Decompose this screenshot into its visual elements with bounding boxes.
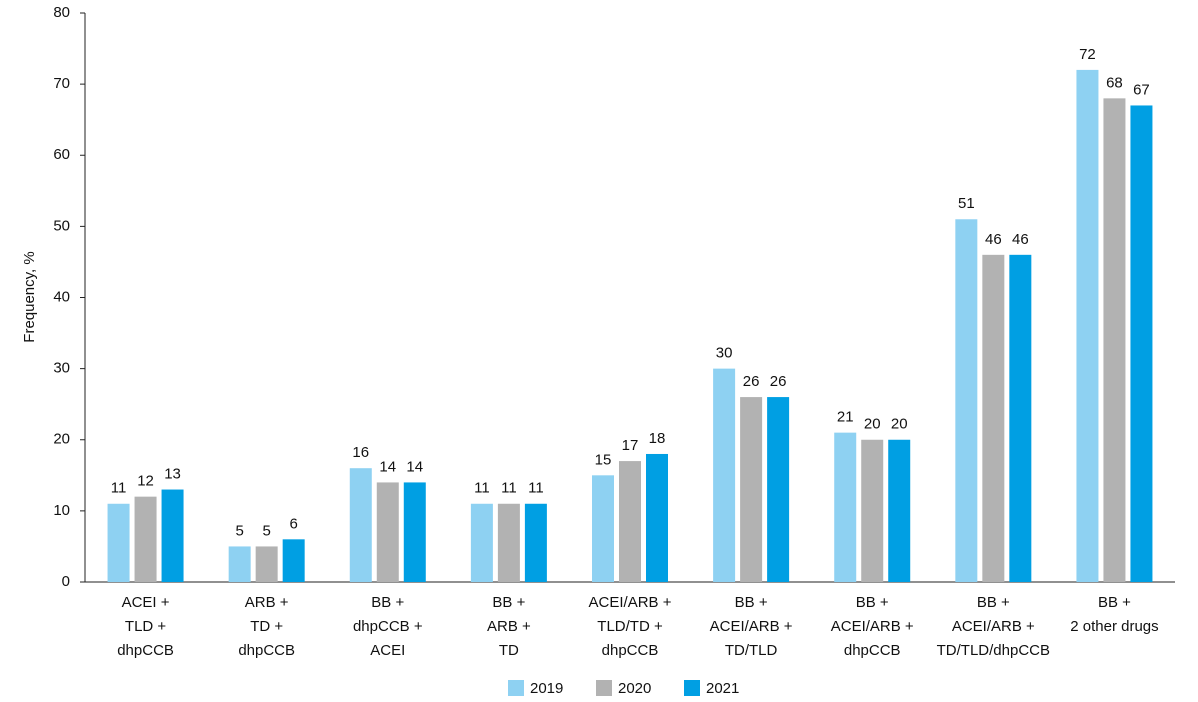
x-tick-label: TD + — [250, 618, 283, 635]
x-tick-label: BB + — [492, 594, 525, 611]
bar — [161, 489, 184, 582]
x-tick-label: ACEI/ARB + — [831, 618, 914, 635]
value-label: 15 — [595, 451, 612, 468]
value-label: 14 — [406, 458, 423, 475]
x-tick-label: dhpCCB + — [353, 618, 423, 635]
bar — [834, 432, 857, 582]
bar — [982, 254, 1005, 582]
x-tick-label: TD/TLD — [725, 642, 778, 659]
bar — [524, 503, 547, 582]
bar — [646, 453, 668, 582]
legend-label: 2019 — [530, 680, 563, 697]
x-tick-label: TLD + — [125, 618, 167, 635]
bar — [255, 546, 278, 582]
y-tick-label: 20 — [53, 431, 70, 448]
value-label: 12 — [137, 473, 154, 490]
value-label: 46 — [1012, 231, 1029, 248]
value-label: 11 — [111, 480, 127, 497]
legend-label: 2021 — [706, 680, 739, 697]
x-tick-label: TD/TLD/dhpCCB — [937, 642, 1050, 659]
value-label: 6 — [289, 515, 297, 532]
x-tick-label: BB + — [1098, 594, 1131, 611]
bar — [740, 397, 763, 582]
value-label: 11 — [474, 480, 490, 497]
x-tick-label: BB + — [735, 594, 768, 611]
y-tick-label: 0 — [62, 573, 70, 590]
bar — [861, 439, 884, 582]
bar — [1076, 69, 1099, 582]
value-label: 26 — [770, 373, 787, 390]
value-label: 67 — [1133, 81, 1150, 98]
value-label: 68 — [1106, 74, 1123, 91]
value-label: 5 — [262, 522, 270, 539]
x-tick-label: ACEI — [370, 642, 405, 659]
value-label: 17 — [622, 437, 639, 454]
x-tick-label: TLD/TD + — [597, 618, 663, 635]
x-tick-label: ARB + — [487, 618, 531, 635]
bar — [134, 496, 157, 582]
bar — [592, 475, 614, 582]
x-tick-label: ACEI/ARB + — [710, 618, 793, 635]
y-tick-label: 40 — [53, 288, 70, 305]
bar — [107, 503, 130, 582]
bar — [403, 482, 426, 582]
x-tick-label: BB + — [371, 594, 404, 611]
y-tick-label: 30 — [53, 360, 70, 377]
value-label: 20 — [891, 416, 908, 433]
bar — [282, 539, 305, 582]
bar — [349, 468, 372, 582]
value-label: 46 — [985, 231, 1002, 248]
bar — [376, 482, 399, 582]
x-tick-label: dhpCCB — [844, 642, 901, 659]
bar — [1130, 105, 1153, 583]
legend-swatch — [596, 680, 612, 696]
bar — [228, 546, 251, 582]
bar — [1009, 254, 1032, 582]
x-tick-label: ACEI/ARB + — [952, 618, 1035, 635]
legend-swatch — [684, 680, 700, 696]
bar — [767, 397, 790, 582]
bar — [1103, 98, 1126, 582]
value-label: 26 — [743, 373, 760, 390]
bar — [888, 439, 911, 582]
value-label: 18 — [649, 430, 666, 447]
value-label: 16 — [352, 444, 369, 461]
value-label: 72 — [1079, 46, 1096, 63]
y-tick-label: 50 — [53, 217, 70, 234]
y-tick-label: 10 — [53, 502, 70, 519]
value-label: 21 — [837, 409, 854, 426]
x-tick-label: ACEI/ARB + — [589, 594, 672, 611]
x-tick-label: BB + — [977, 594, 1010, 611]
legend-label: 2020 — [618, 680, 651, 697]
y-tick-label: 70 — [53, 75, 70, 92]
x-tick-label: dhpCCB — [238, 642, 295, 659]
y-tick-label: 80 — [53, 4, 70, 21]
y-axis-label: Frequency, % — [21, 251, 38, 342]
value-label: 13 — [164, 466, 181, 483]
x-tick-label: dhpCCB — [602, 642, 659, 659]
value-label: 20 — [864, 416, 881, 433]
y-tick-label: 60 — [53, 146, 70, 163]
legend-swatch — [508, 680, 524, 696]
bar — [619, 461, 641, 582]
bar — [470, 503, 493, 582]
bar — [497, 503, 520, 582]
value-label: 51 — [958, 195, 975, 212]
x-tick-label: ARB + — [245, 594, 289, 611]
x-tick-label: ACEI + — [122, 594, 170, 611]
bar — [955, 219, 978, 582]
x-tick-label: BB + — [856, 594, 889, 611]
value-label: 30 — [716, 345, 733, 362]
value-label: 11 — [528, 480, 544, 497]
x-tick-label: 2 other drugs — [1070, 618, 1158, 635]
bar — [713, 368, 736, 582]
x-tick-label: TD — [499, 642, 519, 659]
value-label: 14 — [379, 458, 396, 475]
value-label: 11 — [501, 480, 517, 497]
x-tick-label: dhpCCB — [117, 642, 174, 659]
value-label: 5 — [235, 522, 243, 539]
